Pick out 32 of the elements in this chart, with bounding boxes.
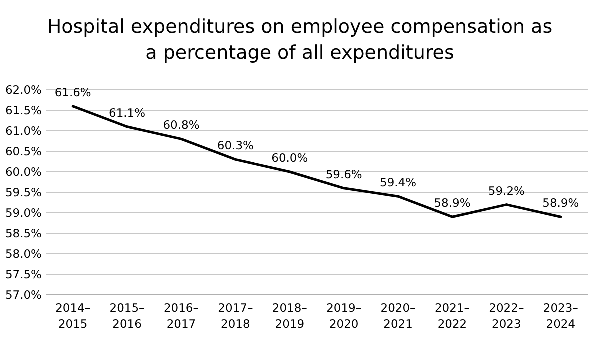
y-tick-label: 60.5% xyxy=(5,144,42,159)
chart-title: Hospital expenditures on employee compensation as a percentage of all expenditures xyxy=(47,16,553,64)
x-tick-label: 2017–2018 xyxy=(218,301,254,331)
y-tick-label: 62.0% xyxy=(5,83,42,98)
data-label: 58.9% xyxy=(542,196,580,210)
x-tick-label: 2022–2023 xyxy=(489,301,524,331)
data-label: 61.6% xyxy=(54,85,92,100)
x-tick-label: 2019–2020 xyxy=(326,301,362,331)
data-label: 59.2% xyxy=(488,184,526,198)
data-label: 59.6% xyxy=(326,167,362,182)
data-label: 60.3% xyxy=(217,138,254,153)
data-label: 60.0% xyxy=(272,151,308,165)
x-tick-label: 2023–2024 xyxy=(543,301,579,331)
y-tick-label: 57.0% xyxy=(5,288,42,302)
data-label: 58.9% xyxy=(434,196,471,210)
y-tick-label: 59.0% xyxy=(5,206,42,220)
x-tick-label: 2020–2021 xyxy=(380,301,416,331)
y-tick-label: 58.0% xyxy=(5,247,42,262)
y-tick-label: 57.5% xyxy=(5,268,42,282)
data-label: 60.8% xyxy=(163,118,200,132)
y-tick-label: 59.5% xyxy=(5,186,42,200)
x-tick-label: 2021–2022 xyxy=(434,301,470,331)
x-tick-label: 2018–2019 xyxy=(272,301,308,331)
data-label: 61.1% xyxy=(109,106,146,120)
data-label: 59.4% xyxy=(380,176,417,190)
y-tick-label: 60.0% xyxy=(5,165,42,180)
y-tick-label: 58.5% xyxy=(5,226,42,241)
x-tick-label: 2016–2017 xyxy=(164,301,200,331)
x-tick-label: 2014–2015 xyxy=(56,301,91,331)
x-tick-label: 2015–2016 xyxy=(110,301,146,331)
y-tick-label: 61.0% xyxy=(5,124,42,138)
y-tick-label: 61.5% xyxy=(5,104,42,118)
